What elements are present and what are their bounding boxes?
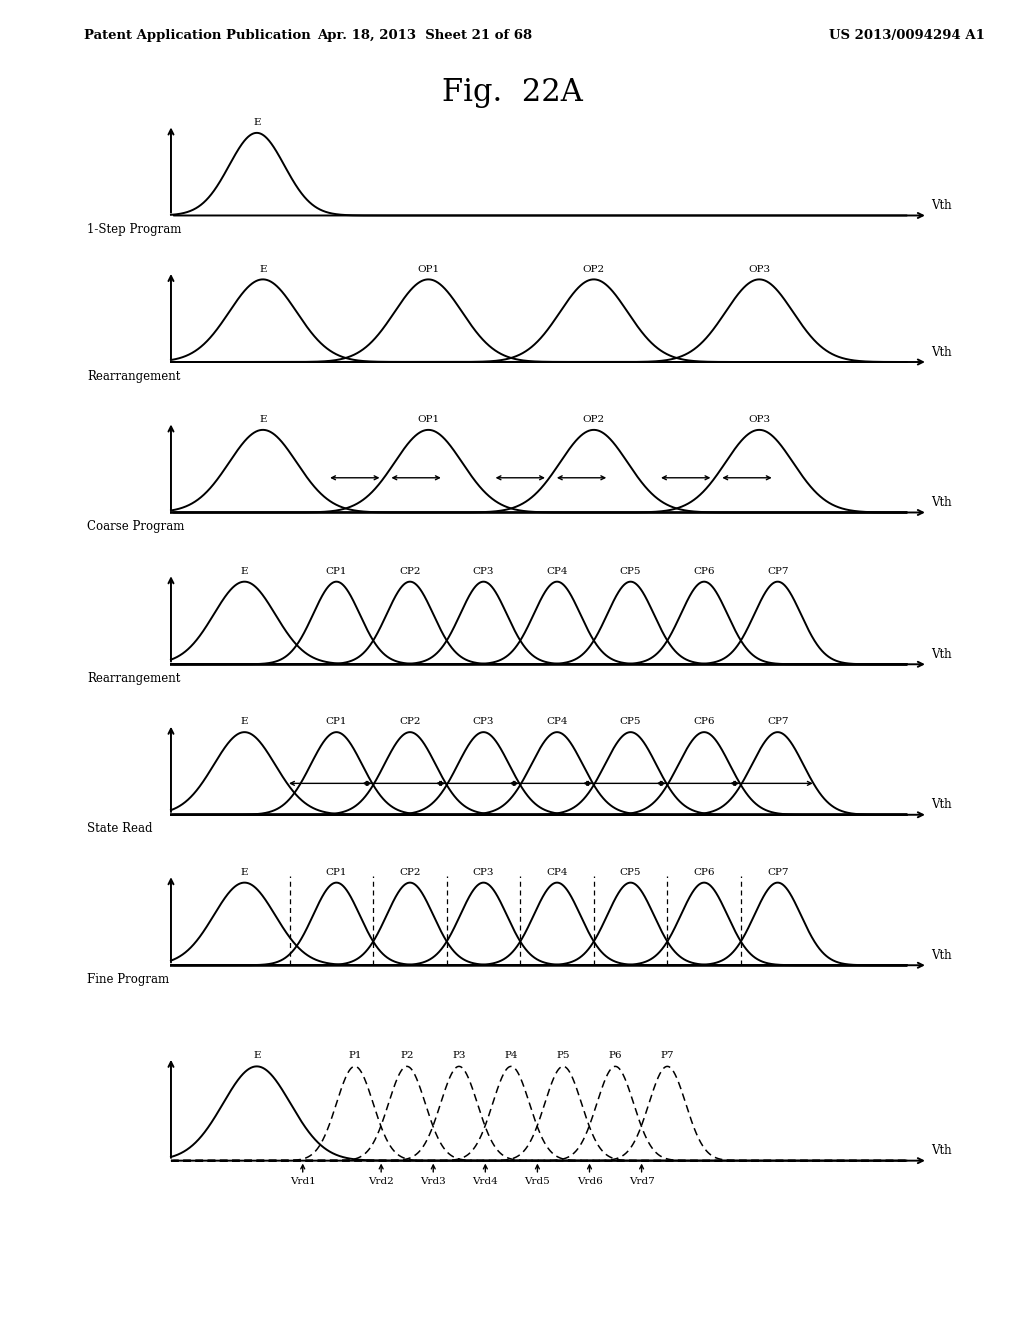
- Text: P3: P3: [453, 1051, 466, 1060]
- Text: Rearrangement: Rearrangement: [87, 672, 180, 685]
- Text: CP5: CP5: [620, 717, 641, 726]
- Text: E: E: [259, 264, 266, 273]
- Text: OP2: OP2: [583, 414, 605, 424]
- Text: OP3: OP3: [749, 414, 770, 424]
- Text: CP5: CP5: [620, 867, 641, 876]
- Text: Vth: Vth: [931, 346, 951, 359]
- Text: State Read: State Read: [87, 822, 153, 836]
- Text: Apr. 18, 2013  Sheet 21 of 68: Apr. 18, 2013 Sheet 21 of 68: [317, 29, 532, 42]
- Text: CP6: CP6: [693, 566, 715, 576]
- Text: CP7: CP7: [767, 566, 788, 576]
- Text: E: E: [253, 1051, 260, 1060]
- Text: Fig.  22A: Fig. 22A: [441, 77, 583, 107]
- Text: CP3: CP3: [473, 867, 495, 876]
- Text: E: E: [241, 717, 248, 726]
- Text: CP1: CP1: [326, 566, 347, 576]
- Text: CP4: CP4: [546, 566, 567, 576]
- Text: P2: P2: [400, 1051, 414, 1060]
- Text: P1: P1: [348, 1051, 361, 1060]
- Text: Vrd1: Vrd1: [290, 1176, 315, 1185]
- Text: CP1: CP1: [326, 717, 347, 726]
- Text: OP1: OP1: [418, 264, 439, 273]
- Text: E: E: [241, 566, 248, 576]
- Text: CP7: CP7: [767, 717, 788, 726]
- Text: Vrd6: Vrd6: [577, 1176, 602, 1185]
- Text: CP5: CP5: [620, 566, 641, 576]
- Text: E: E: [241, 867, 248, 876]
- Text: CP1: CP1: [326, 867, 347, 876]
- Text: E: E: [253, 117, 260, 127]
- Text: Vth: Vth: [931, 199, 951, 213]
- Text: Vrd2: Vrd2: [369, 1176, 394, 1185]
- Text: CP2: CP2: [399, 867, 421, 876]
- Text: Vth: Vth: [931, 949, 951, 962]
- Text: CP2: CP2: [399, 566, 421, 576]
- Text: CP7: CP7: [767, 867, 788, 876]
- Text: E: E: [259, 414, 266, 424]
- Text: Vth: Vth: [931, 648, 951, 661]
- Text: Patent Application Publication: Patent Application Publication: [84, 29, 310, 42]
- Text: US 2013/0094294 A1: US 2013/0094294 A1: [829, 29, 985, 42]
- Text: Vrd4: Vrd4: [472, 1176, 499, 1185]
- Text: Vrd7: Vrd7: [629, 1176, 654, 1185]
- Text: OP1: OP1: [418, 414, 439, 424]
- Text: Vth: Vth: [931, 496, 951, 510]
- Text: OP2: OP2: [583, 264, 605, 273]
- Text: P7: P7: [660, 1051, 674, 1060]
- Text: Coarse Program: Coarse Program: [87, 520, 184, 533]
- Text: Vrd5: Vrd5: [524, 1176, 550, 1185]
- Text: P6: P6: [608, 1051, 622, 1060]
- Text: 1-Step Program: 1-Step Program: [87, 223, 181, 236]
- Text: Rearrangement: Rearrangement: [87, 370, 180, 383]
- Text: Vth: Vth: [931, 1144, 951, 1156]
- Text: P4: P4: [505, 1051, 518, 1060]
- Text: P5: P5: [556, 1051, 570, 1060]
- Text: Vrd3: Vrd3: [421, 1176, 446, 1185]
- Text: CP2: CP2: [399, 717, 421, 726]
- Text: CP3: CP3: [473, 566, 495, 576]
- Text: Fine Program: Fine Program: [87, 973, 169, 986]
- Text: CP4: CP4: [546, 867, 567, 876]
- Text: CP6: CP6: [693, 867, 715, 876]
- Text: OP3: OP3: [749, 264, 770, 273]
- Text: CP6: CP6: [693, 717, 715, 726]
- Text: CP3: CP3: [473, 717, 495, 726]
- Text: CP4: CP4: [546, 717, 567, 726]
- Text: Vth: Vth: [931, 799, 951, 812]
